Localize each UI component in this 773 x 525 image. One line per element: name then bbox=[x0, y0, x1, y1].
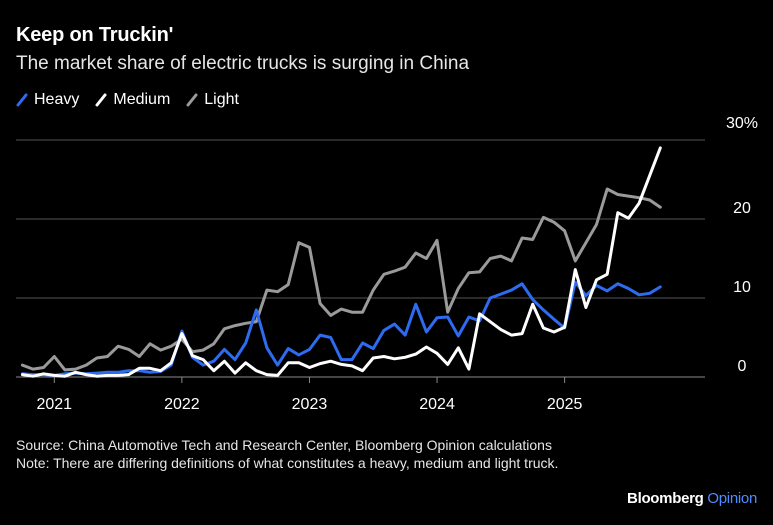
y-tick-label-0: 0 bbox=[738, 358, 747, 375]
series-line-medium bbox=[20, 146, 662, 378]
legend-item-medium: Medium bbox=[95, 91, 170, 109]
legend-label-medium: Medium bbox=[113, 91, 171, 108]
x-tick-label-2021: 2021 bbox=[36, 396, 72, 413]
legend-label-light: Light bbox=[204, 91, 239, 108]
legend-swatch-medium bbox=[95, 93, 107, 107]
x-tick-label-2022: 2022 bbox=[164, 396, 200, 413]
x-tick-label-2025: 2025 bbox=[547, 396, 583, 413]
source-text: Source: China Automotive Tech and Resear… bbox=[16, 437, 552, 453]
legend-item-light: Light bbox=[186, 91, 239, 109]
series-line-light bbox=[20, 187, 662, 372]
legend-item-heavy: Heavy bbox=[16, 91, 79, 109]
legend-swatch-heavy bbox=[16, 93, 28, 107]
legend-swatch-light bbox=[186, 93, 198, 107]
chart-title: Keep on Truckin' bbox=[16, 24, 174, 46]
legend-label-heavy: Heavy bbox=[34, 91, 80, 108]
y-tick-label-30: 30% bbox=[726, 115, 758, 132]
bloomberg-opinion-logo: Bloomberg Opinion bbox=[627, 490, 757, 507]
chart-footnote: Source: China Automotive Tech and Resear… bbox=[16, 436, 616, 472]
legend: Heavy Medium Light bbox=[16, 91, 239, 109]
brand-main: Bloomberg bbox=[627, 490, 704, 507]
y-tick-label-20: 20 bbox=[733, 200, 751, 217]
x-tick-label-2024: 2024 bbox=[419, 396, 455, 413]
x-tick-label-2023: 2023 bbox=[292, 396, 328, 413]
series-line-heavy bbox=[20, 280, 662, 377]
y-tick-label-10: 10 bbox=[733, 279, 751, 296]
chart-subtitle: The market share of electric trucks is s… bbox=[16, 53, 470, 74]
brand-sub: Opinion bbox=[707, 490, 757, 507]
note-text: Note: There are differing definitions of… bbox=[16, 455, 559, 471]
